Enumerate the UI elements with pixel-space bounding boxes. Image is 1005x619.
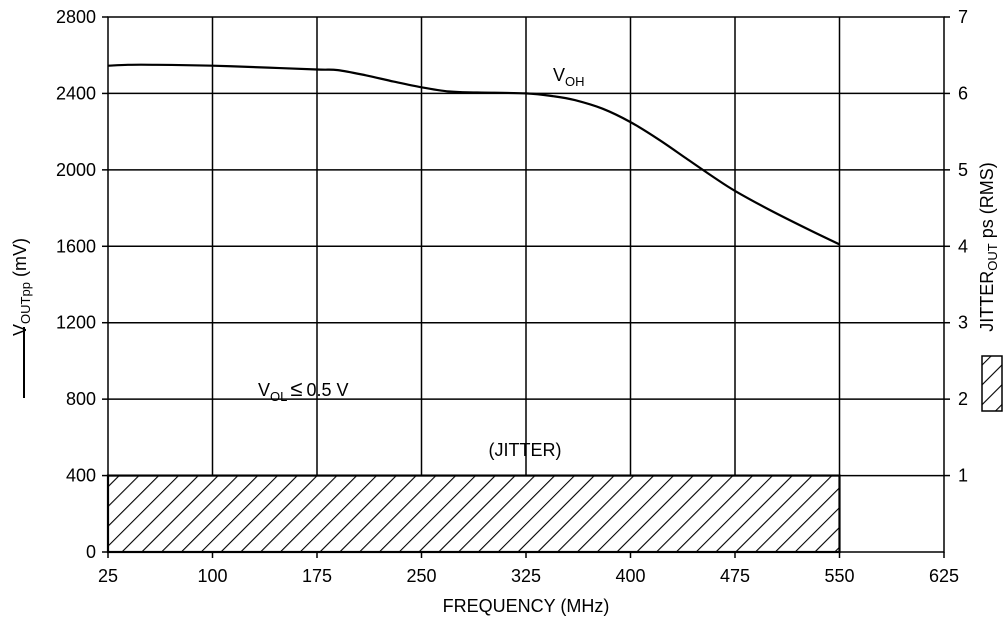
voh-sub: OH bbox=[565, 74, 585, 89]
svg-text:JITTEROUT ps (RMS): JITTEROUT ps (RMS) bbox=[977, 162, 1000, 331]
voh-main: V bbox=[553, 65, 565, 85]
vol-rest: 0.5 V bbox=[306, 380, 348, 400]
x-tick-label: 175 bbox=[302, 566, 332, 586]
x-tick-label: 625 bbox=[929, 566, 959, 586]
x-axis-title: FREQUENCY (MHz) bbox=[443, 596, 610, 616]
voh-label: VOH bbox=[553, 65, 585, 89]
x-tick-label: 250 bbox=[406, 566, 436, 586]
voh-series-line bbox=[107, 63, 840, 246]
x-tick-label: 550 bbox=[824, 566, 854, 586]
x-tick-label: 100 bbox=[197, 566, 227, 586]
y-right-title-rest: ps (RMS) bbox=[977, 162, 997, 243]
y-left-tick-label: 2800 bbox=[56, 7, 96, 27]
y-left-title-main: V bbox=[10, 324, 30, 336]
y-right-tick-label: 4 bbox=[958, 236, 968, 256]
y-right-title-sub: OUT bbox=[985, 243, 1000, 271]
y-right-axis-title: JITTEROUT ps (RMS) bbox=[977, 162, 1000, 331]
vol-main: V bbox=[258, 380, 270, 400]
jitter-label: (JITTER) bbox=[489, 440, 562, 460]
x-tick-labels: 25 100 175 250 325 400 475 550 625 bbox=[98, 552, 959, 586]
y-left-tick-label: 2000 bbox=[56, 160, 96, 180]
voh-line-layer bbox=[107, 63, 840, 246]
y-left-tick-label: 0 bbox=[86, 542, 96, 562]
vol-sub: OL bbox=[270, 389, 287, 404]
grid bbox=[108, 17, 944, 552]
x-tick-label: 25 bbox=[98, 566, 118, 586]
jitter-layer bbox=[106, 474, 841, 554]
y-left-axis-title: VOUTpp (mV) bbox=[10, 238, 33, 336]
y-right-tick-label: 1 bbox=[958, 466, 968, 486]
svg-text:VOUTpp (mV): VOUTpp (mV) bbox=[10, 238, 33, 336]
y-right-tick-label: 2 bbox=[958, 389, 968, 409]
y-right-tick-label: 6 bbox=[958, 83, 968, 103]
y-left-tick-labels: 0 400 800 1200 1600 2000 2400 2800 bbox=[56, 7, 108, 562]
jitter-bar bbox=[106, 474, 841, 554]
x-tick-label: 325 bbox=[511, 566, 541, 586]
vol-label: VOL ≤0.5 V bbox=[258, 376, 348, 404]
x-tick-label: 400 bbox=[615, 566, 645, 586]
legend-hatch-icon bbox=[981, 355, 1003, 412]
y-left-title-sub: OUTpp bbox=[18, 282, 33, 324]
y-right-tick-label: 3 bbox=[958, 313, 968, 333]
y-right-tick-label: 7 bbox=[958, 7, 968, 27]
vol-symbol: ≤ bbox=[290, 376, 302, 401]
y-left-tick-label: 800 bbox=[66, 389, 96, 409]
y-left-title-rest: (mV) bbox=[10, 238, 30, 282]
y-right-tick-labels: 1 2 3 4 5 6 7 bbox=[944, 7, 968, 486]
y-left-tick-label: 400 bbox=[66, 466, 96, 486]
x-tick-label: 475 bbox=[720, 566, 750, 586]
y-left-tick-label: 2400 bbox=[56, 83, 96, 103]
y-right-title-main: JITTER bbox=[977, 271, 997, 332]
y-right-tick-label: 5 bbox=[958, 160, 968, 180]
y-left-tick-label: 1600 bbox=[56, 236, 96, 256]
y-left-tick-label: 1200 bbox=[56, 313, 96, 333]
